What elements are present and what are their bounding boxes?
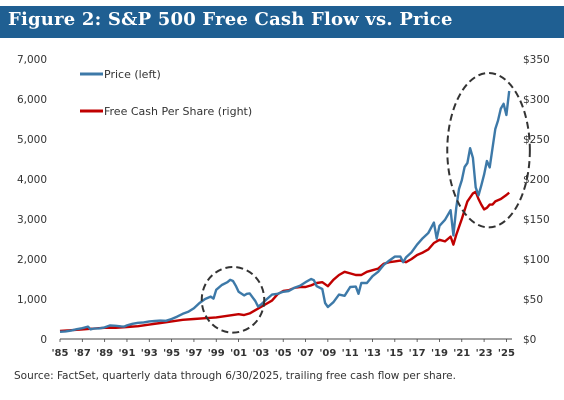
figure-title: Figure 2: S&P 500 Free Cash Flow vs. Pri… — [8, 9, 453, 30]
x-tick-label: '85 — [52, 348, 69, 359]
left-tick-label: 1,000 — [17, 294, 47, 306]
right-tick-label: $0 — [523, 334, 536, 346]
series-lines — [59, 90, 511, 333]
legend-label-fcf: Free Cash Per Share (right) — [104, 105, 252, 118]
right-tick-label: $200 — [523, 174, 550, 186]
left-tick-label: 0 — [40, 334, 47, 346]
left-tick-label: 7,000 — [17, 54, 47, 66]
x-tick-label: '11 — [342, 348, 359, 359]
x-tick-label: '01 — [230, 348, 247, 359]
price-vs-fcf-chart: 7,000 6,000 5,000 4,000 3,000 2,000 1,000 0 $350… — [17, 54, 550, 359]
left-tick-label: 3,000 — [17, 214, 47, 226]
x-tick-label: '99 — [208, 348, 225, 359]
right-tick-label: $150 — [523, 214, 550, 226]
x-tick-label: '25 — [498, 348, 515, 359]
x-tick-label: '13 — [364, 348, 381, 359]
figure-title-bar: Figure 2: S&P 500 Free Cash Flow vs. Pri… — [0, 6, 564, 38]
right-tick-label: $250 — [523, 134, 550, 146]
legend-label-price: Price (left) — [104, 68, 161, 81]
top-clip-strip — [0, 0, 564, 6]
x-tick-label: '03 — [252, 348, 269, 359]
axes: 7,000 6,000 5,000 4,000 3,000 2,000 1,000 0 $350… — [17, 54, 550, 359]
x-tick-label: '23 — [476, 348, 493, 359]
x-tick-label: '89 — [96, 348, 113, 359]
x-tick-label: '91 — [118, 348, 135, 359]
right-tick-label: $100 — [523, 254, 550, 266]
source-footnote: Source: FactSet, quarterly data through … — [14, 370, 456, 382]
x-tick-label: '93 — [141, 348, 158, 359]
x-tick-label: '15 — [386, 348, 403, 359]
fcf-series-line — [59, 190, 510, 333]
x-tick-label: '09 — [319, 348, 336, 359]
left-tick-label: 4,000 — [17, 174, 47, 186]
x-tick-label: '21 — [453, 348, 470, 359]
x-tick-label: '19 — [431, 348, 448, 359]
price-series-line — [59, 90, 511, 333]
legend: Price (left) Free Cash Per Share (right) — [80, 68, 252, 118]
x-tick-label: '05 — [275, 348, 292, 359]
x-tick-label: '97 — [185, 348, 202, 359]
x-tick-label: '07 — [297, 348, 314, 359]
x-tick-label: '95 — [163, 348, 180, 359]
right-tick-label: $50 — [523, 294, 543, 306]
right-tick-label: $350 — [523, 54, 550, 66]
left-tick-label: 5,000 — [17, 134, 47, 146]
x-tick-label: '87 — [74, 348, 91, 359]
highlight-circles — [200, 72, 531, 334]
x-tick-label: '17 — [409, 348, 426, 359]
highlight-circle-2 — [446, 72, 531, 229]
left-tick-label: 2,000 — [17, 254, 47, 266]
left-tick-label: 6,000 — [17, 94, 47, 106]
right-tick-label: $300 — [523, 94, 550, 106]
highlight-circle-1 — [200, 265, 266, 334]
